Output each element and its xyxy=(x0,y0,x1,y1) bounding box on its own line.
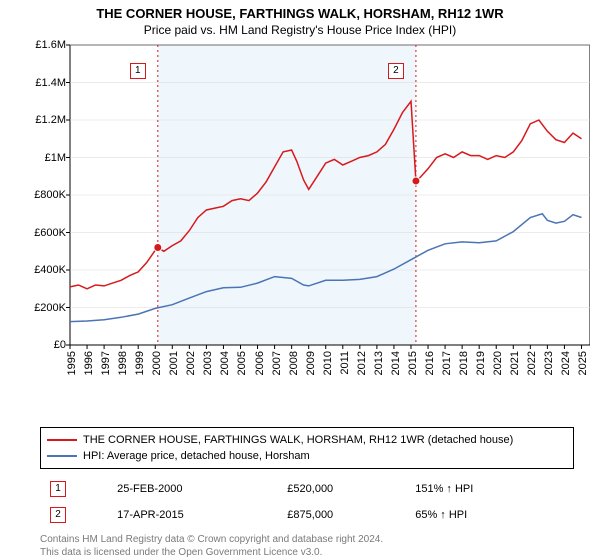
y-axis-label: £1.4M xyxy=(35,77,66,89)
x-axis-label: 1995 xyxy=(66,351,78,375)
legend-label: THE CORNER HOUSE, FARTHINGS WALK, HORSHA… xyxy=(83,434,513,446)
legend-swatch xyxy=(47,439,77,441)
x-axis-label: 2022 xyxy=(526,351,538,375)
x-axis-label: 2016 xyxy=(424,351,436,375)
legend-row: THE CORNER HOUSE, FARTHINGS WALK, HORSHA… xyxy=(47,432,567,448)
sale-date: 17-APR-2015 xyxy=(109,503,277,527)
x-axis-label: 1998 xyxy=(117,351,129,375)
sale-marker-box: 1 xyxy=(130,63,146,79)
footnote-line: This data is licensed under the Open Gov… xyxy=(40,547,322,558)
x-axis-label: 2017 xyxy=(441,351,453,375)
title: THE CORNER HOUSE, FARTHINGS WALK, HORSHA… xyxy=(0,0,600,21)
legend-label: HPI: Average price, detached house, Hors… xyxy=(83,450,310,462)
price-chart xyxy=(30,41,590,351)
subtitle: Price paid vs. HM Land Registry's House … xyxy=(0,21,600,41)
sales-table: 1 25-FEB-2000 £520,000 151% ↑ HPI 2 17-A… xyxy=(40,475,560,529)
x-axis-label: 1999 xyxy=(134,351,146,375)
footnote: Contains HM Land Registry data © Crown c… xyxy=(40,533,560,559)
footnote-line: Contains HM Land Registry data © Crown c… xyxy=(40,534,383,545)
y-axis-label: £400K xyxy=(34,264,66,276)
x-axis-label: 2003 xyxy=(202,351,214,375)
x-axis-label: 2002 xyxy=(185,351,197,375)
table-row: 2 17-APR-2015 £875,000 65% ↑ HPI xyxy=(42,503,558,527)
x-axis-label: 2010 xyxy=(322,351,334,375)
x-axis-label: 2025 xyxy=(577,351,589,375)
sale-price: £875,000 xyxy=(279,503,405,527)
x-axis-label: 1997 xyxy=(100,351,112,375)
x-axis-label: 2000 xyxy=(151,351,163,375)
legend-swatch xyxy=(47,455,77,457)
y-axis-label: £600K xyxy=(34,227,66,239)
y-axis-label: £1M xyxy=(45,152,66,164)
x-axis-label: 2012 xyxy=(356,351,368,375)
x-axis-label: 2004 xyxy=(219,351,231,375)
chart-area: £0 £200K £400K £600K £800K £1M £1.2M £1.4M £1.6M… xyxy=(30,41,590,381)
x-axis-label: 2020 xyxy=(492,351,504,375)
y-axis-label: £1.2M xyxy=(35,114,66,126)
x-axis-label: 2024 xyxy=(560,351,572,375)
sale-date: 25-FEB-2000 xyxy=(109,477,277,501)
sale-delta: 65% ↑ HPI xyxy=(407,503,558,527)
y-axis-label: £800K xyxy=(34,189,66,201)
x-axis-label: 2019 xyxy=(475,351,487,375)
x-axis-label: 2005 xyxy=(236,351,248,375)
x-axis-label: 2014 xyxy=(390,351,402,375)
x-axis-label: 2018 xyxy=(458,351,470,375)
y-axis-label: £1.6M xyxy=(35,39,66,51)
y-axis-label: £200K xyxy=(34,302,66,314)
x-axis-label: 2015 xyxy=(407,351,419,375)
x-axis-label: 2013 xyxy=(373,351,385,375)
table-row: 1 25-FEB-2000 £520,000 151% ↑ HPI xyxy=(42,477,558,501)
x-axis-label: 2007 xyxy=(271,351,283,375)
x-axis-label: 1996 xyxy=(83,351,95,375)
legend-row: HPI: Average price, detached house, Hors… xyxy=(47,448,567,464)
x-axis-label: 2011 xyxy=(339,351,351,375)
sale-delta: 151% ↑ HPI xyxy=(407,477,558,501)
x-axis-label: 2021 xyxy=(509,351,521,375)
x-axis-label: 2008 xyxy=(288,351,300,375)
sale-marker-box: 2 xyxy=(50,507,66,523)
x-axis-label: 2001 xyxy=(168,351,180,375)
sale-marker-box: 2 xyxy=(388,63,404,79)
x-axis-label: 2023 xyxy=(543,351,555,375)
x-axis-label: 2006 xyxy=(254,351,266,375)
y-axis-label: £0 xyxy=(54,339,66,351)
sale-price: £520,000 xyxy=(279,477,405,501)
x-axis-label: 2009 xyxy=(305,351,317,375)
legend: THE CORNER HOUSE, FARTHINGS WALK, HORSHA… xyxy=(40,427,574,469)
sale-marker-box: 1 xyxy=(50,481,66,497)
